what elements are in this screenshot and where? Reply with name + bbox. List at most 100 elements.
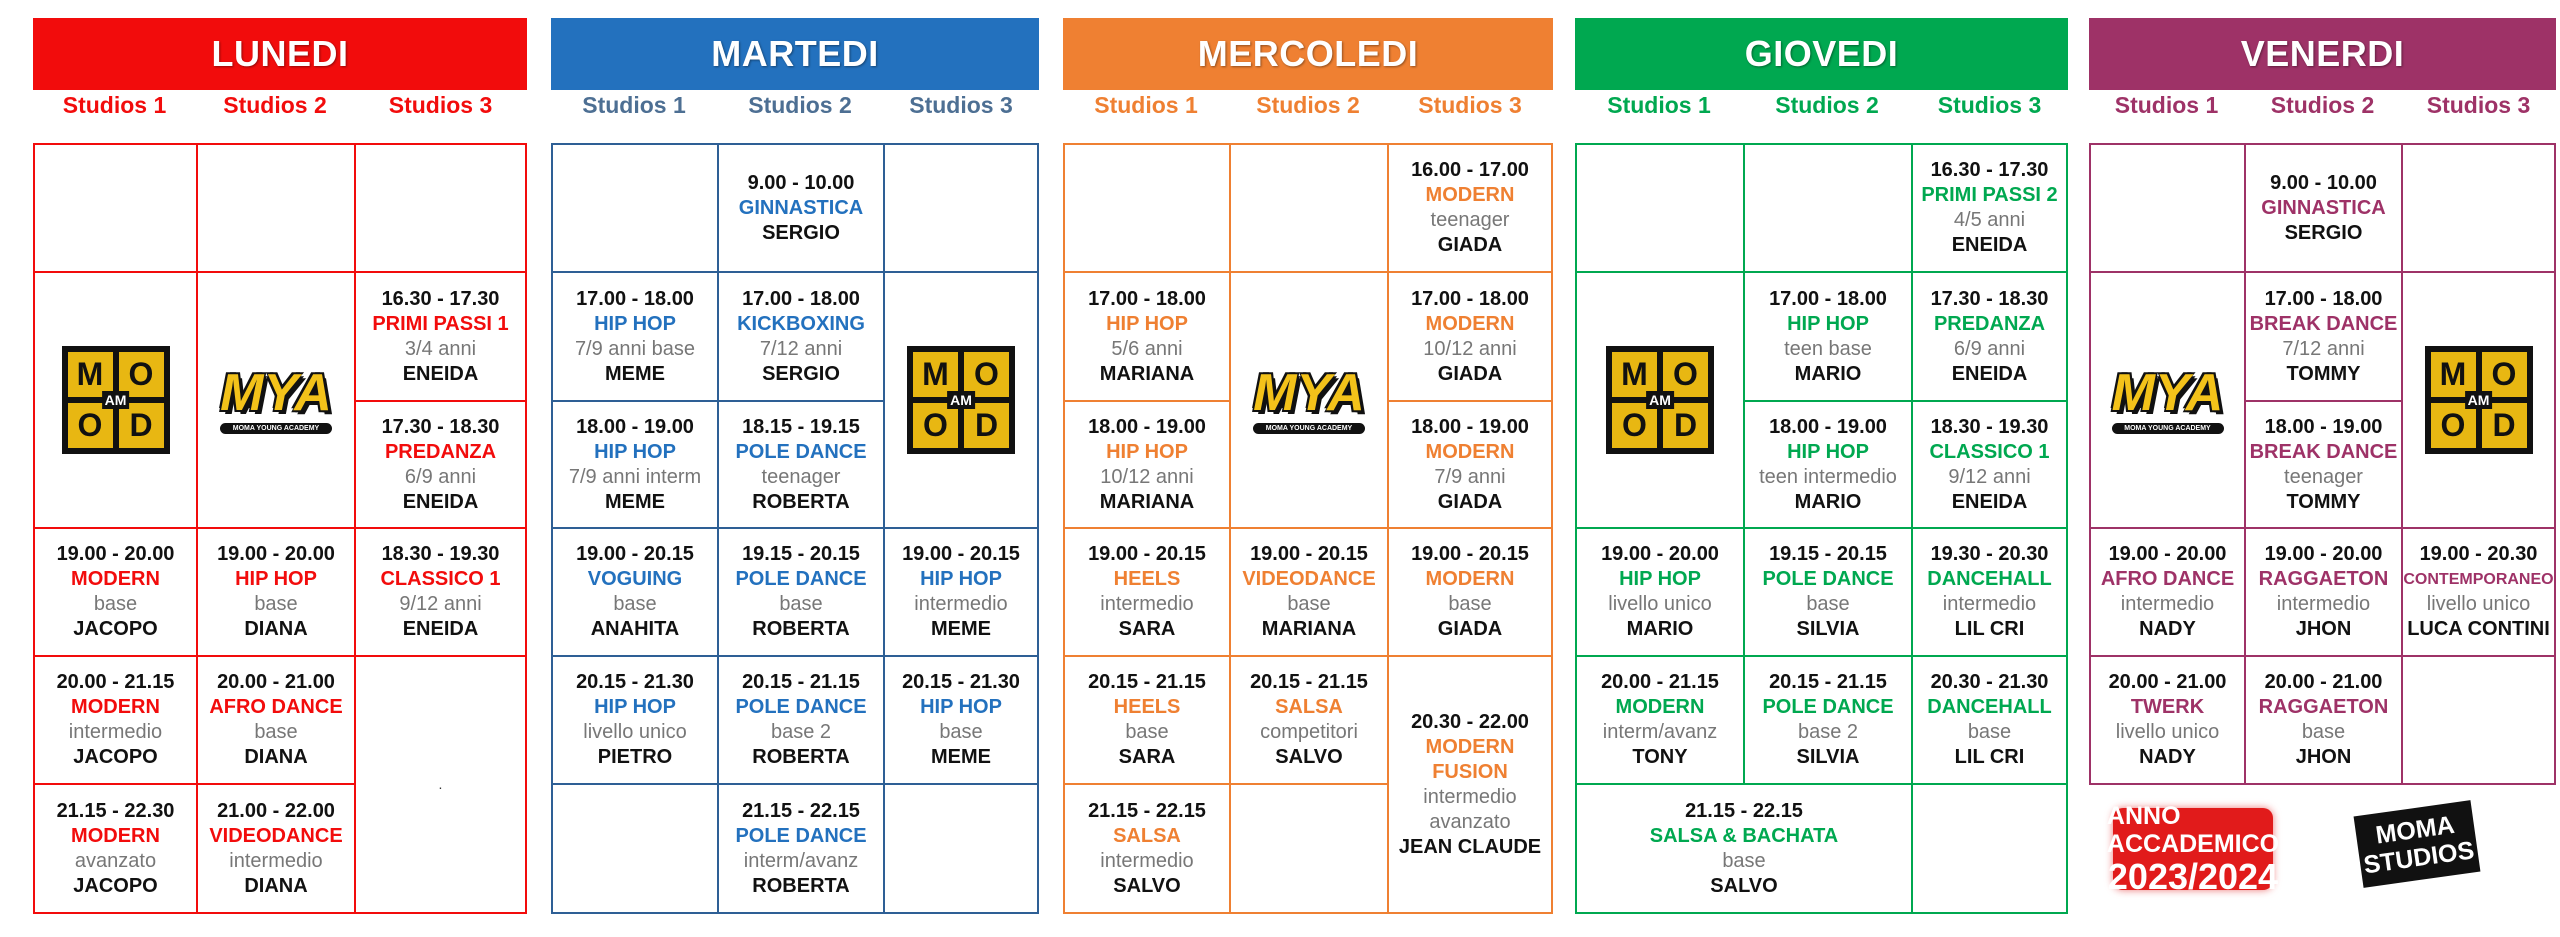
class-slot: 20.00 - 21.00 TWERK livello unico NADY [2089,655,2246,785]
class-slot: 19.00 - 20.15 VOGUING base ANAHITA [551,527,719,657]
class-slot: 17.30 - 18.30 PREDANZA 6/9 anni ENEIDA [1911,271,2068,402]
class-slot: 20.15 - 21.30 HIP HOP base MEME [883,655,1039,785]
logo-cell: MYA MOMA YOUNG ACADEMY [196,271,356,529]
class-slot: 19.00 - 20.15 MODERN base GIADA [1387,527,1553,657]
class-slot: 16.30 - 17.30 PRIMI PASSI 2 4/5 anni ENEIDA [1911,143,2068,273]
empty-slot [2401,143,2556,273]
logo-cell: MYA MOMA YOUNG ACADEMY [2089,271,2246,529]
class-slot: 18.30 - 19.30 CLASSICO 1 9/12 anni ENEIDA [354,527,527,657]
class-slot: 18.00 - 19.00 HIP HOP 7/9 anni interm MEME [551,400,719,529]
logo-cell: M O O D AM [883,271,1039,529]
class-slot: 19.00 - 20.15 VIDEODANCE base MARIANA [1229,527,1389,657]
class-slot: 17.00 - 18.00 HIP HOP 7/9 anni base MEME [551,271,719,402]
empty-slot [883,783,1039,914]
moma-studios-logo: MOMA STUDIOS [2353,800,2481,888]
empty-slot [1743,143,1913,273]
class-slot: 19.00 - 20.30 CONTEMPORANEO livello unico L… [2401,527,2556,657]
studio-header: Studios 2 [223,91,327,118]
class-slot: 18.00 - 19.00 HIP HOP 10/12 anni MARIANA [1063,400,1231,529]
mya-logo: MYA MOMA YOUNG ACADEMY [220,364,332,434]
class-slot: 20.15 - 21.30 HIP HOP livello unico PIETRO [551,655,719,785]
mya-logo: MYA MOMA YOUNG ACADEMY [2111,364,2224,434]
mya-logo: MYA MOMA YOUNG ACADEMY [1253,364,1365,434]
logo-cell: MYA MOMA YOUNG ACADEMY [1229,271,1389,529]
mood-logo: M O O D AM [2424,346,2533,454]
class-slot: 21.15 - 22.30 MODERN avanzato JACOPO [33,783,198,914]
studio-header: Studios 2 [1775,91,1879,118]
class-slot: 16.30 - 17.30 PRIMI PASSI 1 3/4 anni ENEIDA [354,271,527,402]
class-slot: 18.15 - 19.15 POLE DANCE teenager ROBERTA [717,400,885,529]
class-slot: 20.00 - 21.15 MODERN interm/avanz TONY [1575,655,1745,785]
empty-slot [1911,783,2068,914]
class-slot: 19.30 - 20.30 DANCEHALL intermedio LIL CRI [1911,527,2068,657]
class-slot: 21.00 - 22.00 VIDEODANCE intermedio DIANA [196,783,356,914]
class-slot: 21.15 - 22.15 SALSA & BACHATA base SALVO [1575,783,1913,914]
class-slot: 18.00 - 19.00 MODERN 7/9 anni GIADA [1387,400,1553,529]
studio-header: Studios 3 [1937,91,2042,118]
class-slot: 17.00 - 18.00 MODERN 10/12 anni GIADA [1387,271,1553,402]
mood-logo: M O O D AM [61,346,170,454]
class-slot: 19.00 - 20.00 MODERN base JACOPO [33,527,198,657]
class-slot: 21.15 - 22.15 POLE DANCE interm/avanz ROBER… [717,783,885,914]
day-banner-mercoledi: MERCOLEDI [1063,18,1553,90]
class-slot: 16.00 - 17.00 MODERN teenager GIADA [1387,143,1553,273]
day-banner-giovedi: GIOVEDI [1575,18,2068,90]
studio-header: Studios 3 [1418,91,1522,118]
class-slot: 18.30 - 19.30 CLASSICO 1 9/12 anni ENEIDA [1911,400,2068,529]
class-slot: 17.30 - 18.30 PREDANZA 6/9 anni ENEIDA [354,400,527,529]
studio-header: Studios 3 [2426,91,2531,118]
class-slot: 20.15 - 21.15 POLE DANCE base 2 SILVIA [1743,655,1913,785]
class-slot: 20.00 - 21.15 MODERN intermedio JACOPO [33,655,198,785]
empty-slot [1575,143,1745,273]
studio-header: Studios 1 [1607,91,1711,118]
studio-header: Studios 1 [1094,91,1198,118]
empty-slot [551,783,719,914]
class-slot: 20.30 - 22.00 MODERN FUSION intermedio ava… [1387,655,1553,914]
empty-slot [2401,655,2556,785]
class-slot: 19.00 - 20.00 HIP HOP livello unico MARIO [1575,527,1745,657]
studio-header: Studios 1 [62,91,167,118]
studio-header: Studios 3 [388,91,493,118]
empty-slot [883,143,1039,273]
logo-cell: M O O D AM [33,271,198,529]
logo-cell: M O O D AM [1575,271,1745,529]
empty-slot [196,143,356,273]
mood-logo: M O O D AM [1606,346,1714,454]
empty-slot [551,143,719,273]
class-slot: 20.15 - 21.15 SALSA competitori SALVO [1229,655,1389,785]
studio-header: Studios 1 [582,91,686,118]
class-slot: 20.00 - 21.00 RAGGAETON base JHON [2244,655,2403,785]
empty-slot [1229,783,1389,914]
logo-cell: M O O D AM [2401,271,2556,529]
class-slot: 19.00 - 20.00 AFRO DANCE intermedio NADY [2089,527,2246,657]
studio-header: Studios 2 [748,91,852,118]
class-slot: 17.00 - 18.00 BREAK DANCE 7/12 anni TOMMY [2244,271,2403,402]
class-slot: 18.00 - 19.00 BREAK DANCE teenager TOMMY [2244,400,2403,529]
class-slot: 17.00 - 18.00 HIP HOP teen base MARIO [1743,271,1913,402]
day-banner-lunedi: LUNEDI [33,18,527,90]
day-banner-venerdi: VENERDI [2089,18,2556,90]
class-slot: 20.15 - 21.15 HEELS base SARA [1063,655,1231,785]
class-slot: 20.30 - 21.30 DANCEHALL base LIL CRI [1911,655,2068,785]
class-slot: 19.00 - 20.15 HIP HOP intermedio MEME [883,527,1039,657]
class-slot: 18.00 - 19.00 HIP HOP teen intermedio MARIO [1743,400,1913,529]
studio-header: Studios 1 [2114,91,2219,118]
class-slot: 9.00 - 10.00 GINNASTICA SERGIO [717,143,885,273]
empty-slot [354,143,527,273]
empty-slot [33,143,198,273]
empty-slot [1229,143,1389,273]
anno-accademico-badge: ANNO ACCADEMICO 2023/2024 [2106,802,2280,897]
studio-header: Studios 2 [2270,91,2375,118]
class-slot: 19.00 - 20.00 RAGGAETON intermedio JHON [2244,527,2403,657]
class-slot: 19.00 - 20.15 HEELS intermedio SARA [1063,527,1231,657]
class-slot: 21.15 - 22.15 SALSA intermedio SALVO [1063,783,1231,914]
class-slot: 20.15 - 21.15 POLE DANCE base 2 ROBERTA [717,655,885,785]
empty-slot [2089,143,2246,273]
class-slot: 17.00 - 18.00 HIP HOP 5/6 anni MARIANA [1063,271,1231,402]
mood-logo: M O O D AM [907,346,1015,454]
class-slot: 9.00 - 10.00 GINNASTICA SERGIO [2244,143,2403,273]
empty-slot: . [354,655,527,914]
studio-header: Studios 3 [909,91,1013,118]
class-slot: 17.00 - 18.00 KICKBOXING 7/12 anni SERGIO [717,271,885,402]
studio-header: Studios 2 [1256,91,1360,118]
